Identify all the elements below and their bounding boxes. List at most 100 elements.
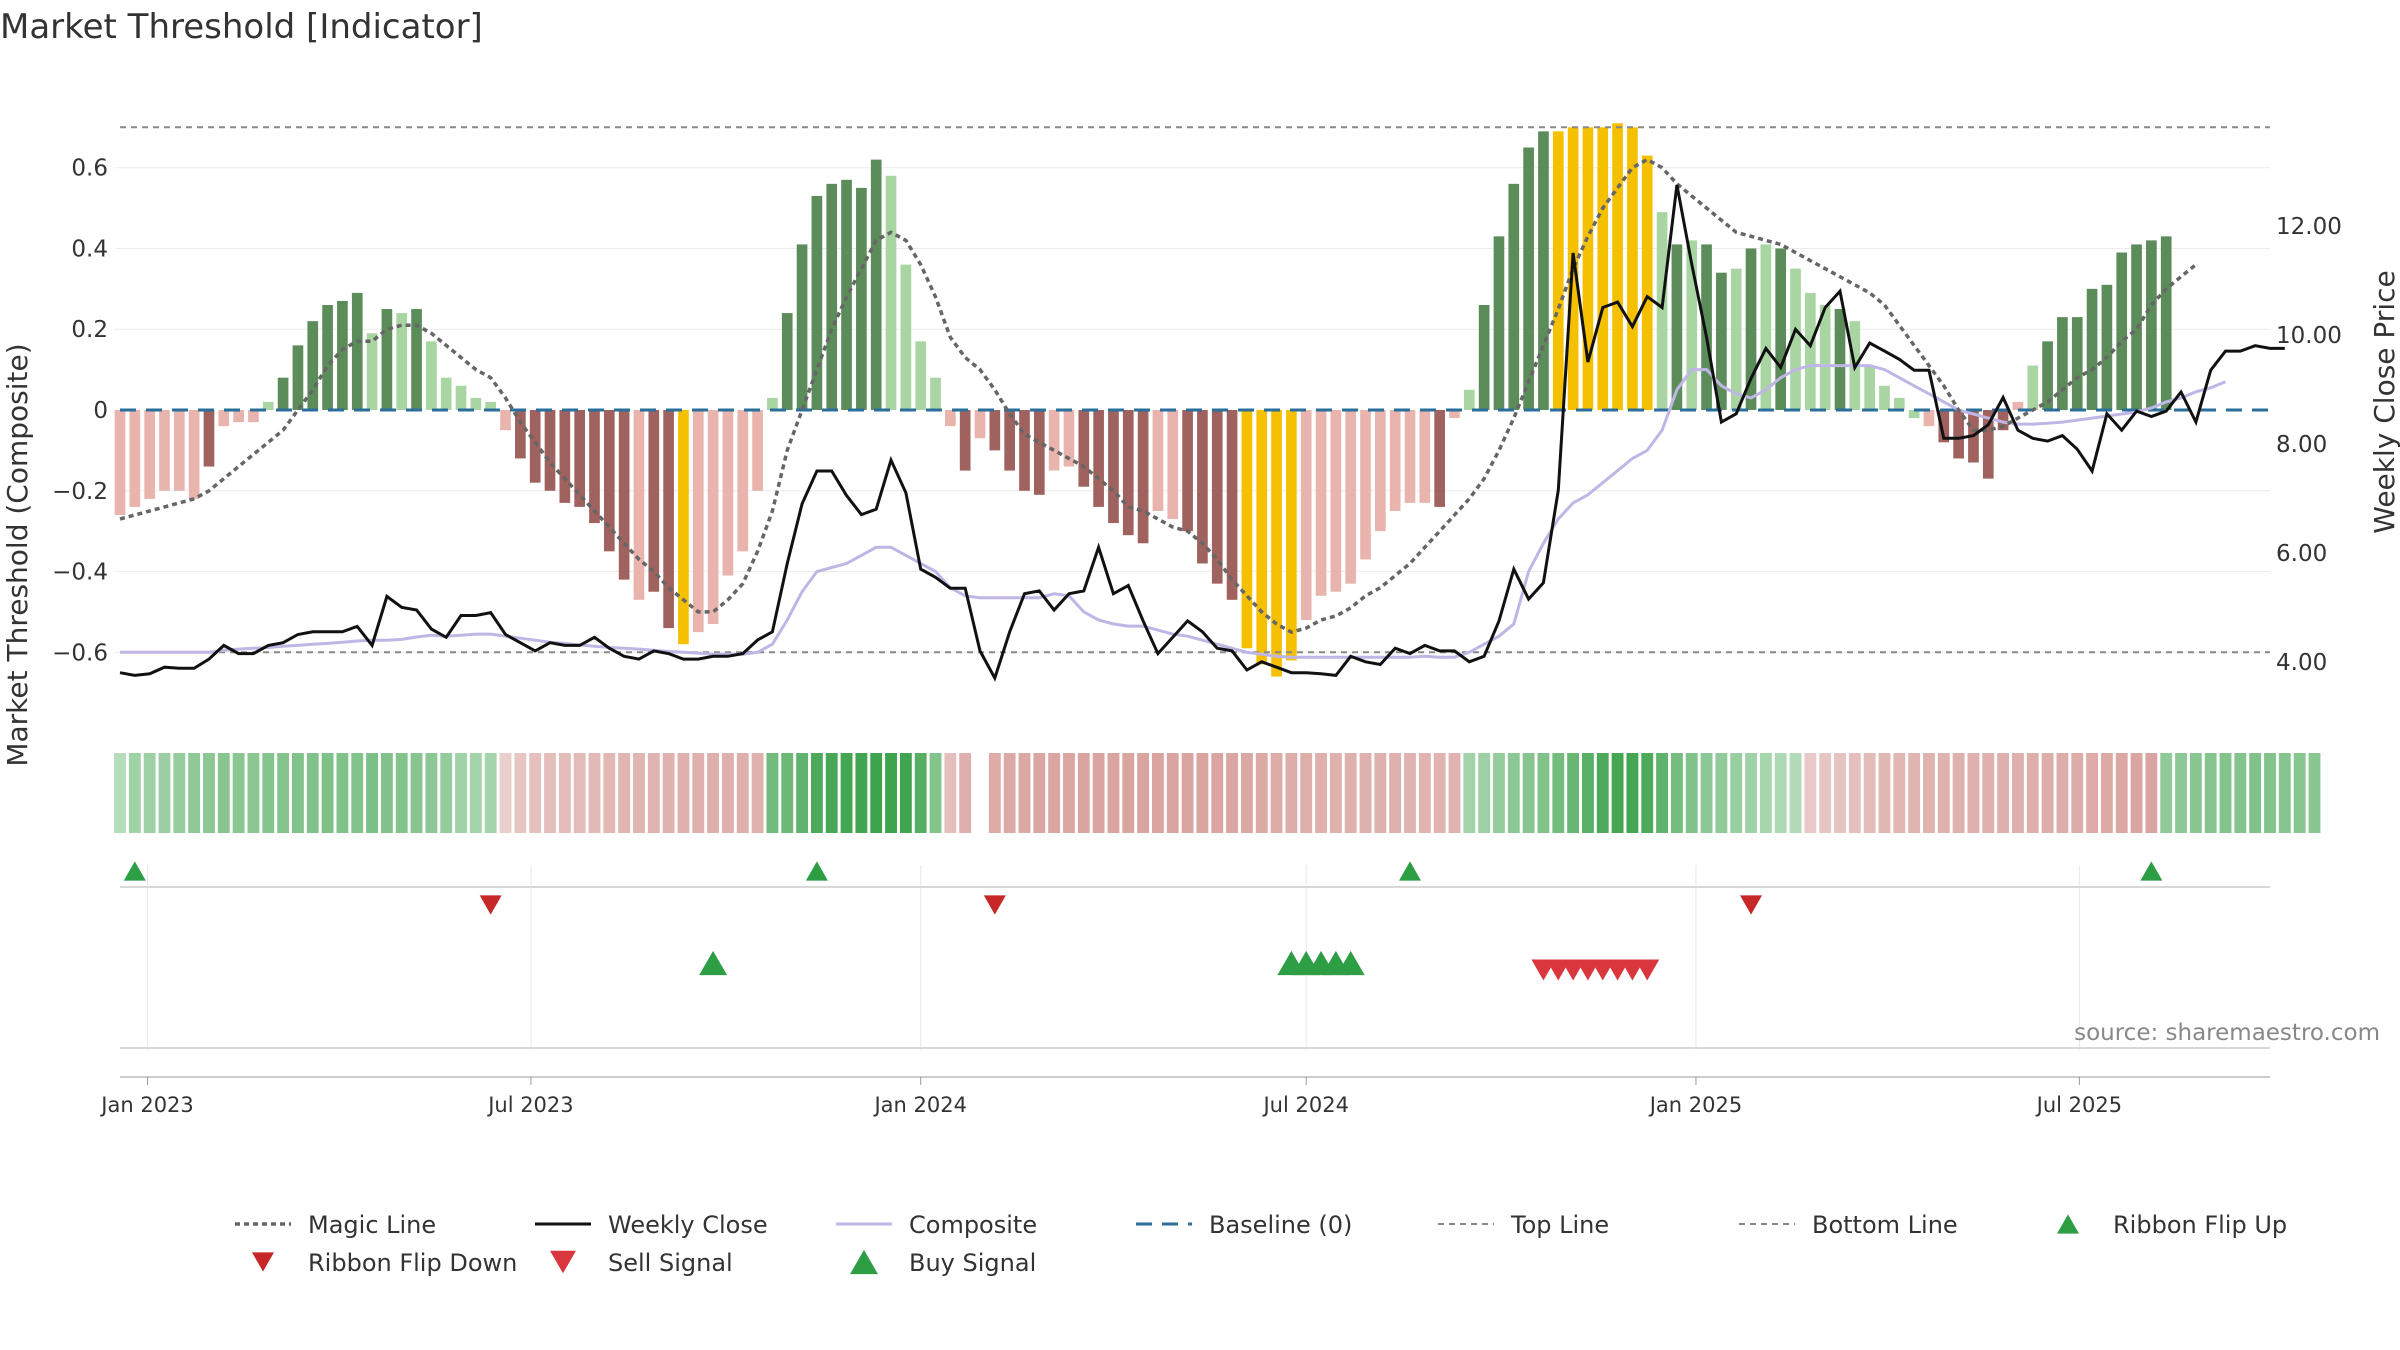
date-tick-label: Jul 2023 <box>486 1093 573 1117</box>
ribbon-cell <box>158 753 171 833</box>
ribbon-cell <box>796 753 808 833</box>
ribbon-cell <box>2056 753 2069 833</box>
ribbon-cell <box>514 753 527 833</box>
composite-bar <box>1093 410 1104 507</box>
composite-bar <box>930 377 941 410</box>
left-tick-label: 0.2 <box>71 317 108 343</box>
ribbon-cell <box>1819 753 1832 833</box>
ribbon-cell <box>1092 753 1105 833</box>
composite-bar <box>396 313 408 410</box>
composite-bar <box>1182 410 1193 532</box>
composite-bar <box>1745 248 1757 410</box>
ribbon-cell <box>618 753 631 833</box>
composite-bar <box>426 341 437 410</box>
composite-bar <box>1478 305 1490 410</box>
ribbon-cell <box>425 753 438 833</box>
ribbon-cell <box>1700 753 1713 833</box>
composite-bar <box>351 292 363 410</box>
ribbon-cell <box>188 753 201 833</box>
composite-bar <box>1449 410 1460 419</box>
ribbon-cell <box>1552 753 1565 833</box>
composite-bar <box>1345 410 1357 584</box>
ribbon-cell <box>1982 753 1995 833</box>
ribbon-flip-up-marker <box>805 861 828 881</box>
ribbon-cell <box>440 753 453 833</box>
composite-bar <box>1805 292 1816 410</box>
ribbon-cell <box>1908 753 1921 833</box>
ribbon-cell <box>1863 753 1876 833</box>
composite-bar <box>1241 410 1253 649</box>
ribbon-cell <box>2175 753 2187 833</box>
ribbon-cell <box>1389 753 1402 833</box>
composite-bar <box>1656 212 1668 410</box>
ribbon-cell <box>1404 753 1416 833</box>
composite-bar <box>1582 127 1594 411</box>
date-tick-label: Jan 2025 <box>1648 1093 1743 1117</box>
composite-bar <box>1552 131 1564 410</box>
ribbon-cell <box>1522 753 1535 833</box>
ribbon-cell <box>2086 753 2098 833</box>
composite-bar <box>841 179 852 410</box>
ribbon-cell <box>2041 753 2054 833</box>
composite-bar <box>440 377 452 410</box>
ribbon-cell <box>1315 753 1327 833</box>
ribbon-cell <box>499 753 512 833</box>
ribbon-flip-down-marker <box>1740 895 1763 915</box>
ribbon-cell <box>855 753 868 833</box>
date-tick-label: Jul 2024 <box>1261 1093 1348 1117</box>
ribbon-cell <box>944 753 957 833</box>
composite-bar <box>218 410 230 427</box>
composite-bar <box>2057 317 2068 410</box>
ribbon-cell <box>2278 753 2291 833</box>
ribbon-cell <box>588 753 601 833</box>
ribbon-cell <box>2264 753 2276 833</box>
composite-bar <box>366 333 378 410</box>
ribbon-cell <box>1478 753 1491 833</box>
ribbon-cell <box>662 753 675 833</box>
grid-lines <box>115 167 2270 1050</box>
magic-line <box>119 157 2198 634</box>
ribbon-cell <box>1893 753 1906 833</box>
composite-bar <box>411 309 422 410</box>
ribbon-cell <box>1493 753 1505 833</box>
composite-bar <box>1982 410 1994 479</box>
ribbon-flip-up-marker <box>2140 861 2163 881</box>
ribbon-cell <box>469 753 482 833</box>
composite-bar <box>1360 410 1371 560</box>
ribbon-cell <box>959 753 972 833</box>
composite-bar <box>337 300 348 410</box>
ribbon-cell <box>1255 753 1268 833</box>
composite-bar <box>1819 305 1831 410</box>
ribbon-cell <box>1596 753 1609 833</box>
ribbon-cell <box>1997 753 2010 833</box>
composite-bar <box>129 410 141 507</box>
composite-bar <box>900 264 912 410</box>
right-tick-label: 12.00 <box>2276 214 2342 240</box>
legend-magic-line-label: Magic Line <box>308 1211 436 1239</box>
ribbon-cell <box>1418 753 1431 833</box>
date-axis: Jan 2023 Jul 2023 Jan 2024 Jul 2024 Jan 2025… <box>99 1076 2270 1117</box>
composite-line <box>120 364 2227 659</box>
composite-bar <box>559 410 571 503</box>
composite-bar <box>1923 410 1935 427</box>
left-tick-label: −0.6 <box>52 640 108 666</box>
buy-signal-marker <box>1336 950 1365 976</box>
composite-bar <box>1597 127 1609 411</box>
composite-bar <box>1375 410 1386 532</box>
composite-bar <box>1463 389 1475 410</box>
composite-bar <box>752 410 763 491</box>
ribbon-cell <box>2115 753 2128 833</box>
ribbon-strip <box>114 753 2321 833</box>
composite-bar <box>1790 268 1801 410</box>
composite-bar <box>1493 236 1505 410</box>
ribbon-cell <box>1967 753 1980 833</box>
ribbon-cell <box>173 753 186 833</box>
legend-ribbon-flip-down-swatch <box>252 1252 274 1272</box>
ribbon-cell <box>529 753 542 833</box>
composite-bar <box>515 410 526 459</box>
ribbon-cell <box>707 753 720 833</box>
ribbon-cell <box>2130 753 2143 833</box>
composite-bar <box>945 410 956 427</box>
composite-bar <box>544 410 556 491</box>
